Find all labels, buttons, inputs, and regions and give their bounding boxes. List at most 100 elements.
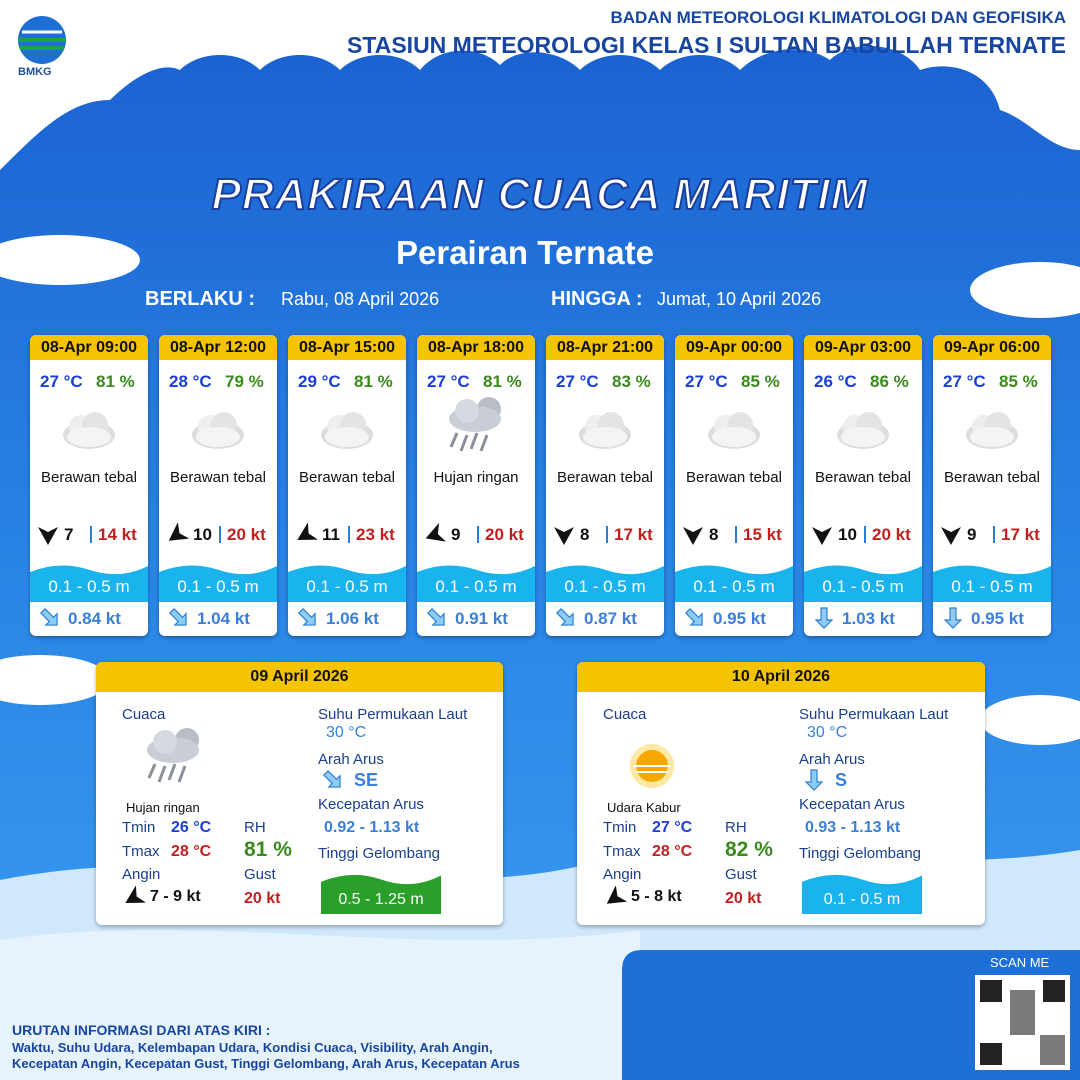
from-date: Rabu, 08 April 2026 bbox=[281, 289, 440, 309]
temperature: 27 °C bbox=[40, 372, 83, 391]
label: Tmax bbox=[603, 843, 641, 860]
wind-speed: 9 bbox=[967, 525, 977, 544]
weather: Berawan tebal bbox=[170, 469, 266, 486]
weather: Hujan ringan bbox=[433, 469, 519, 486]
humidity: 85 % bbox=[999, 372, 1038, 391]
weather-icon bbox=[159, 407, 277, 458]
weather-icon bbox=[30, 407, 148, 458]
cloud-icon bbox=[708, 412, 760, 449]
current-arrow bbox=[684, 607, 703, 626]
current-speed: 0.95 kt bbox=[713, 609, 766, 628]
current-arrow bbox=[322, 769, 341, 788]
tmax: 28 °C bbox=[652, 843, 693, 860]
label: Suhu Permukaan Laut bbox=[799, 706, 949, 723]
scan-me: SCAN ME bbox=[990, 955, 1050, 970]
wave-band bbox=[546, 560, 664, 602]
current-arrow bbox=[804, 769, 824, 791]
label: Tinggi Gelombang bbox=[799, 845, 922, 862]
rh: 81 % bbox=[244, 838, 292, 861]
label: RH bbox=[725, 819, 747, 836]
weather: Berawan tebal bbox=[815, 469, 911, 486]
cloud-icon bbox=[837, 412, 889, 449]
weather-icon bbox=[546, 407, 664, 458]
wave-band bbox=[159, 560, 277, 602]
wind-arrow bbox=[554, 527, 574, 545]
wave-shape bbox=[546, 565, 664, 602]
weather-icon bbox=[675, 407, 793, 458]
to-date: Jumat, 10 April 2026 bbox=[657, 289, 822, 309]
label: Arah Arus bbox=[318, 751, 384, 768]
forecast-card: 09-Apr 00:00 27 °C 85 % Berawan tebal 8 15 kt… bbox=[675, 335, 793, 636]
wave-band bbox=[804, 560, 922, 602]
humidity: 85 % bbox=[741, 372, 780, 391]
rain-icon bbox=[449, 397, 501, 452]
from-label: BERLAKU : bbox=[145, 288, 255, 310]
temperature: 27 °C bbox=[685, 372, 728, 391]
wave: 0.1 - 0.5 m bbox=[435, 577, 517, 596]
separator bbox=[348, 526, 350, 543]
temperature: 27 °C bbox=[556, 372, 599, 391]
wind: 5 - 8 kt bbox=[631, 888, 682, 905]
separator bbox=[477, 526, 479, 543]
current-speed: 1.04 kt bbox=[197, 609, 250, 628]
wind-speed: 10 bbox=[193, 525, 212, 544]
gust: 17 kt bbox=[614, 525, 653, 544]
station: STASIUN METEOROLOGI KELAS I SULTAN BABUL… bbox=[347, 32, 1066, 58]
current-speed: 0.93 - 1.13 kt bbox=[805, 819, 901, 836]
weather: Berawan tebal bbox=[41, 469, 137, 486]
summary-card: 10 April 2026 Cuaca Udara Kabur Tmin 27 °C Tm… bbox=[577, 662, 985, 925]
current-icon bbox=[941, 606, 965, 635]
wind-arrow bbox=[168, 522, 190, 541]
current-speed: 1.03 kt bbox=[842, 609, 895, 628]
weather: Berawan tebal bbox=[944, 469, 1040, 486]
wind-speed: 11 bbox=[322, 525, 340, 544]
wave-shape bbox=[675, 565, 793, 602]
wave-shape bbox=[321, 874, 441, 914]
current-icon bbox=[38, 606, 62, 635]
current-arrow bbox=[297, 607, 316, 626]
wind-speed: 7 bbox=[64, 525, 74, 544]
wave: 0.1 - 0.5 m bbox=[822, 577, 904, 596]
wave-band bbox=[933, 560, 1051, 602]
temperature: 27 °C bbox=[943, 372, 986, 391]
card-time: 09-Apr 03:00 bbox=[804, 335, 922, 360]
gust: 20 kt bbox=[485, 525, 524, 544]
weather: Berawan tebal bbox=[557, 469, 653, 486]
sst: 30 °C bbox=[326, 724, 367, 741]
cloud-icon bbox=[966, 412, 1018, 449]
current-icon bbox=[554, 606, 578, 635]
wave: 0.1 - 0.5 m bbox=[951, 577, 1033, 596]
wind-arrow bbox=[606, 885, 628, 904]
current-speed: 0.87 kt bbox=[584, 609, 637, 628]
wind-icon bbox=[939, 523, 963, 552]
card-time: 08-Apr 18:00 bbox=[417, 335, 535, 360]
humidity: 81 % bbox=[354, 372, 393, 391]
wind-icon bbox=[681, 523, 705, 552]
weather-icon bbox=[141, 724, 207, 795]
card-time: 08-Apr 09:00 bbox=[30, 335, 148, 360]
humidity: 81 % bbox=[483, 372, 522, 391]
separator bbox=[735, 526, 737, 543]
wind-arrow bbox=[683, 527, 703, 545]
cloud-icon bbox=[579, 412, 631, 449]
weather: Berawan tebal bbox=[686, 469, 782, 486]
separator bbox=[90, 526, 92, 543]
rh: 82 % bbox=[725, 838, 773, 861]
summary-date: 10 April 2026 bbox=[577, 662, 985, 692]
wave: 0.1 - 0.5 m bbox=[564, 577, 646, 596]
card-time: 09-Apr 00:00 bbox=[675, 335, 793, 360]
label: Gust bbox=[725, 866, 757, 883]
title: PRAKIRAAN CUACA MARITIM bbox=[211, 169, 869, 220]
gust: 20 kt bbox=[244, 890, 281, 907]
card-time: 08-Apr 21:00 bbox=[546, 335, 664, 360]
wind-arrow bbox=[425, 522, 446, 542]
gust: 20 kt bbox=[872, 525, 911, 544]
weather-icon bbox=[622, 736, 682, 801]
gust: 20 kt bbox=[725, 890, 762, 907]
wave-shape bbox=[30, 565, 148, 602]
wave-band bbox=[417, 560, 535, 602]
wave-shape bbox=[802, 874, 922, 914]
current-speed: 0.95 kt bbox=[971, 609, 1024, 628]
separator bbox=[993, 526, 995, 543]
wind-arrow bbox=[125, 885, 146, 903]
